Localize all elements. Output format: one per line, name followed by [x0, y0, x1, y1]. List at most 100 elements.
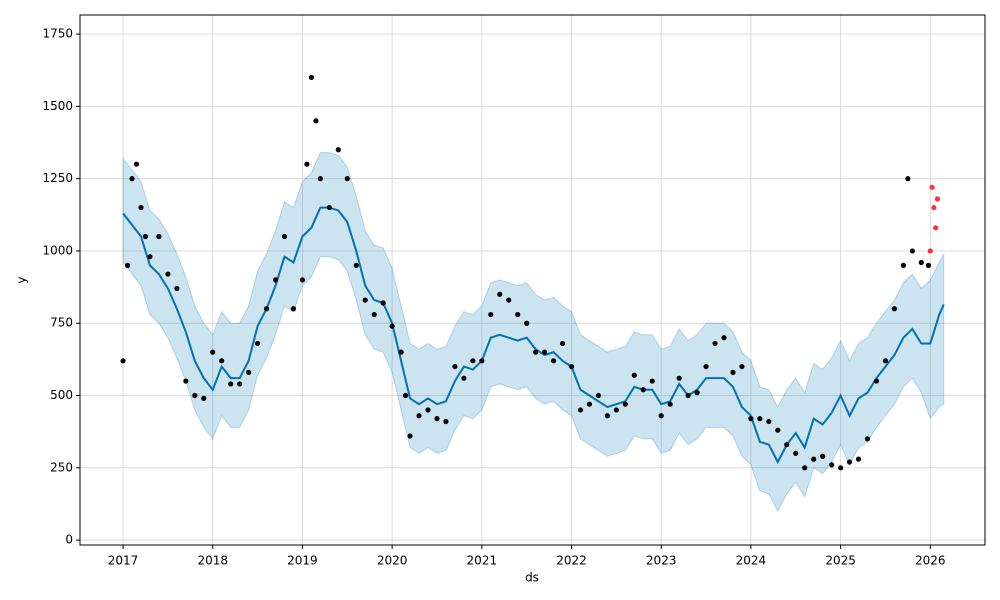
y-tick-label: 0 — [65, 533, 73, 547]
data-point — [434, 416, 440, 422]
data-point — [802, 465, 808, 471]
data-point — [371, 311, 377, 318]
data-point — [667, 401, 673, 407]
data-point — [748, 416, 754, 422]
data-point — [147, 254, 153, 260]
data-point — [452, 363, 458, 370]
data-point — [120, 358, 126, 364]
data-point — [299, 277, 306, 283]
data-point — [210, 349, 216, 355]
y-tick-label: 750 — [50, 316, 73, 330]
data-point — [246, 369, 252, 375]
data-point — [129, 176, 135, 182]
uncertainty-band — [122, 152, 945, 513]
data-point — [604, 413, 610, 419]
data-point — [272, 277, 279, 283]
data-point — [909, 248, 915, 254]
data-point — [228, 381, 234, 387]
data-point — [685, 392, 691, 399]
data-point — [362, 297, 368, 303]
data-point — [524, 320, 530, 326]
data-point — [425, 407, 431, 413]
data-point — [640, 387, 646, 393]
data-point — [730, 369, 736, 375]
data-point — [649, 378, 655, 384]
data-point — [775, 427, 781, 433]
y-tick-label: 1250 — [42, 171, 73, 185]
data-point — [281, 233, 288, 240]
data-point — [658, 413, 664, 419]
data-point — [156, 233, 162, 240]
data-point — [622, 401, 628, 407]
data-point — [133, 161, 140, 167]
data-point — [183, 378, 189, 384]
data-point — [402, 392, 409, 399]
data-point — [219, 358, 225, 364]
x-tick-label: 2017 — [108, 554, 139, 568]
data-point — [124, 262, 131, 268]
data-point — [676, 375, 682, 381]
data-point — [290, 306, 297, 312]
x-axis-label: ds — [525, 571, 539, 585]
x-tick-label: 2021 — [467, 554, 498, 568]
data-point — [237, 381, 243, 387]
x-tick-label: 2023 — [646, 554, 677, 568]
data-point — [506, 297, 512, 303]
data-point — [829, 462, 835, 468]
data-point — [416, 413, 422, 419]
data-point — [142, 233, 149, 240]
x-tick-label: 2018 — [197, 554, 228, 568]
data-point — [613, 407, 619, 413]
data-point — [925, 262, 932, 268]
data-point — [398, 349, 404, 355]
data-point — [694, 390, 700, 396]
data-point — [793, 450, 799, 456]
data-point — [317, 176, 323, 182]
data-point — [721, 335, 727, 341]
data-point — [165, 271, 171, 277]
x-tick-label: 2022 — [556, 554, 587, 568]
data-point — [254, 340, 261, 347]
data-point — [461, 375, 467, 381]
data-point — [918, 259, 924, 266]
data-point — [577, 407, 584, 413]
x-tick-label: 2026 — [915, 554, 946, 568]
data-point — [811, 456, 817, 462]
data-point — [846, 459, 853, 465]
data-point — [891, 306, 898, 312]
data-point — [263, 306, 270, 312]
data-point — [568, 363, 575, 370]
data-point — [174, 285, 180, 292]
data-point — [855, 456, 862, 462]
x-tick-label: 2019 — [287, 554, 318, 568]
data-point — [308, 74, 315, 81]
y-tick-label: 250 — [50, 460, 73, 474]
data-point — [344, 176, 350, 182]
data-point — [784, 442, 790, 448]
data-point — [497, 291, 503, 297]
data-point — [934, 196, 941, 202]
data-point — [488, 311, 494, 318]
forecast-line — [122, 206, 945, 465]
data-point — [766, 418, 772, 425]
plot-frame — [79, 14, 986, 546]
data-point — [335, 147, 341, 153]
data-point — [201, 395, 207, 402]
y-tick-label: 1750 — [42, 27, 73, 41]
data-point — [586, 401, 593, 407]
data-point — [533, 349, 539, 355]
data-point — [873, 378, 880, 384]
y-tick-label: 500 — [50, 388, 73, 402]
data-point — [712, 340, 718, 347]
data-point — [595, 392, 602, 399]
data-point — [443, 418, 449, 425]
y-axis-label: y — [15, 276, 29, 283]
data-point — [380, 300, 386, 306]
data-point — [192, 392, 198, 399]
data-point — [550, 358, 557, 364]
data-point — [927, 248, 933, 254]
data-point — [905, 176, 911, 182]
y-tick-label: 1000 — [42, 243, 73, 257]
